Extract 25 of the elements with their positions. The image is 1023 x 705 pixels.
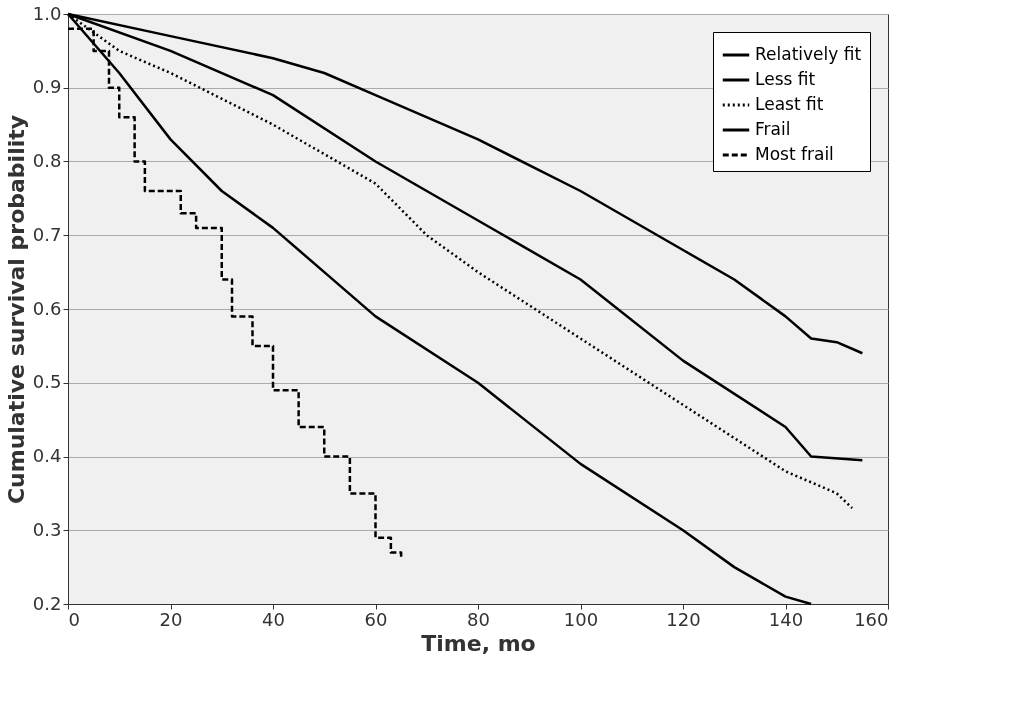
x-tick-label: 160 xyxy=(854,608,889,630)
x-tick-label: 120 xyxy=(666,608,701,630)
y-tick-label: 0.7 xyxy=(32,223,62,245)
x-tick-label: 0 xyxy=(68,608,80,630)
x-tick-label: 60 xyxy=(364,608,388,630)
y-tick-label: 0.5 xyxy=(32,371,62,393)
legend-label: Relatively fit xyxy=(755,44,862,64)
x-tick-label: 80 xyxy=(467,608,490,630)
x-tick-label: 140 xyxy=(768,608,804,630)
y-tick-label: 0.2 xyxy=(32,592,62,614)
x-tick-label: 20 xyxy=(159,608,183,630)
x-axis-title: Time, mo xyxy=(421,630,536,656)
legend-label: Frail xyxy=(755,119,791,139)
y-axis-title: Cumulative survival probability xyxy=(3,114,29,505)
y-tick-label: 1.0 xyxy=(32,2,62,24)
y-tick-label: 0.4 xyxy=(32,445,62,466)
legend-label: Least fit xyxy=(755,94,824,114)
legend-label: Most frail xyxy=(755,144,834,164)
x-tick-label: 40 xyxy=(262,608,285,630)
y-tick-label: 0.3 xyxy=(32,518,62,540)
x-tick-label: 100 xyxy=(563,608,599,630)
y-tick-label: 0.8 xyxy=(32,150,62,171)
y-tick-label: 0.9 xyxy=(32,76,62,98)
legend-label: Less fit xyxy=(755,69,816,89)
y-tick-label: 0.6 xyxy=(32,297,62,319)
